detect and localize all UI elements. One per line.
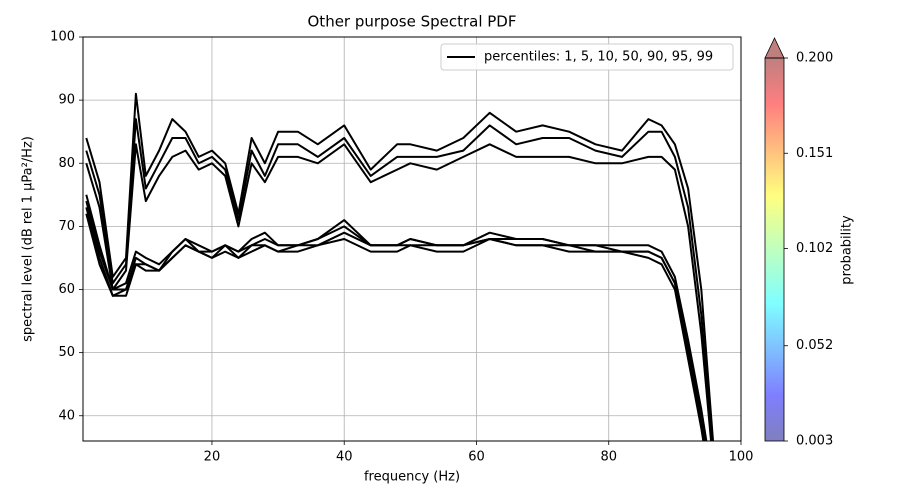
colorbar-extend xyxy=(764,37,785,59)
colorbar-label: probability xyxy=(840,215,855,285)
y-tick-label: 100 xyxy=(50,30,75,45)
percentile-line xyxy=(85,143,713,441)
chart-title: Other purpose Spectral PDF xyxy=(308,13,517,31)
legend-label: percentiles: 1, 5, 10, 50, 90, 95, 99 xyxy=(484,50,713,65)
y-tick-label: 70 xyxy=(58,219,75,234)
colorbar-tick-label: 0.102 xyxy=(796,241,833,256)
colorbar: probability xyxy=(764,37,855,442)
plot-frame xyxy=(82,36,742,442)
percentile-line xyxy=(85,92,715,441)
legend: percentiles: 1, 5, 10, 50, 90, 95, 99 xyxy=(440,43,734,71)
colorbar-tick-label: 0.151 xyxy=(796,146,833,161)
percentile-line xyxy=(85,194,708,441)
x-axis-label: frequency (Hz) xyxy=(364,470,460,485)
plot-area xyxy=(83,37,741,441)
x-tick-label: 20 xyxy=(204,450,221,465)
y-tick-label: 80 xyxy=(58,156,75,171)
x-tick-label: 60 xyxy=(468,450,485,465)
percentile-line xyxy=(85,118,713,441)
colorbar-bar xyxy=(764,57,785,442)
colorbar-tick-label: 0.052 xyxy=(796,338,833,353)
x-tick-label: 100 xyxy=(729,450,754,465)
x-tick-label: 40 xyxy=(336,450,353,465)
y-tick-label: 90 xyxy=(58,93,75,108)
y-tick-label: 50 xyxy=(58,345,75,360)
percentile-line xyxy=(85,207,706,441)
percentile-line xyxy=(85,213,705,441)
x-tick-label: 80 xyxy=(600,450,617,465)
legend-box xyxy=(440,43,734,71)
y-axis-label: spectral level (dB rel 1 µPa²/Hz) xyxy=(21,136,36,342)
colorbar-tick-label: 0.003 xyxy=(796,434,833,449)
y-tick-label: 40 xyxy=(58,408,75,423)
colorbar-tick-label: 0.200 xyxy=(796,51,833,66)
y-tick-label: 60 xyxy=(58,282,75,297)
